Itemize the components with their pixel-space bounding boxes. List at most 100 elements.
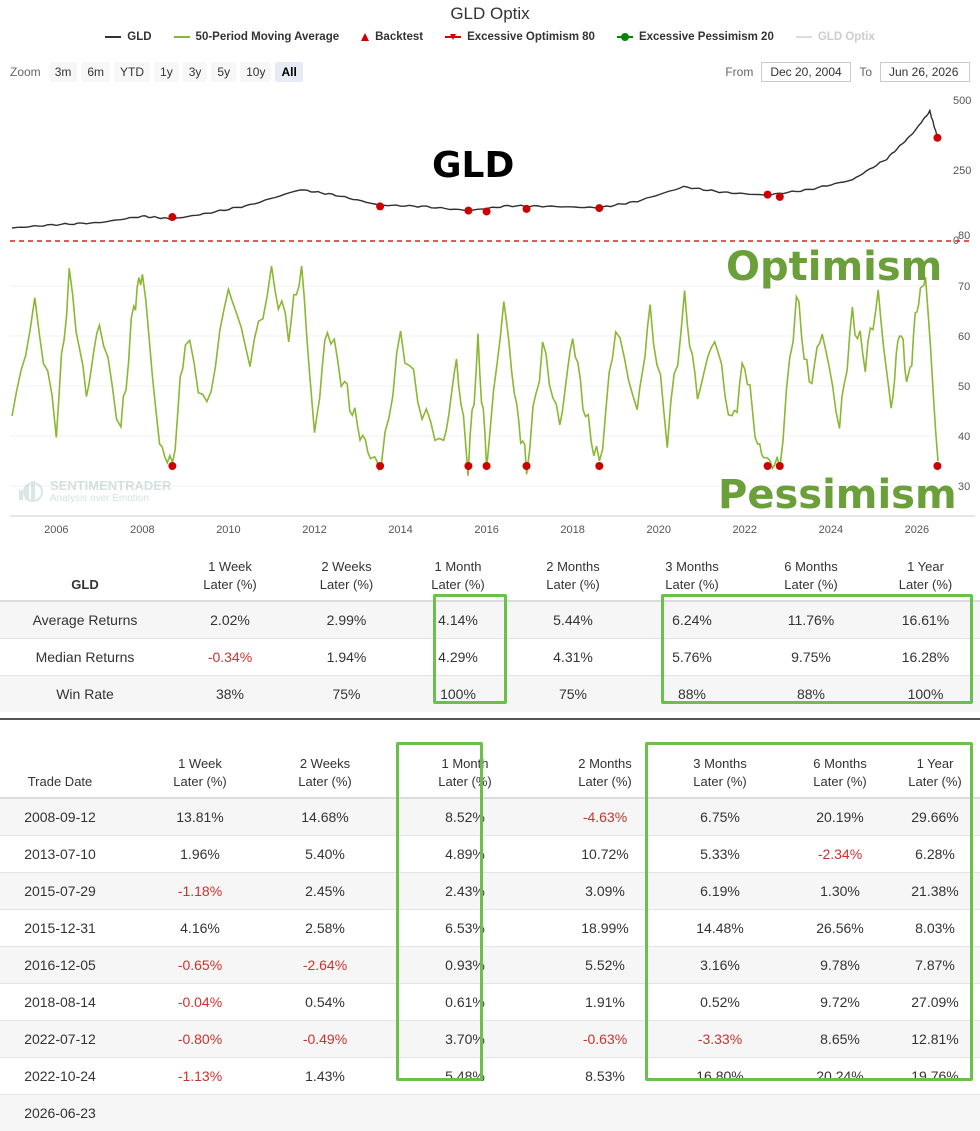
table-cell: 16.80% <box>650 1058 790 1095</box>
trade-date: 2013-07-10 <box>0 836 120 873</box>
x-tick-label: 2012 <box>302 524 326 536</box>
header-line1: 2 Months <box>546 559 599 574</box>
zoom-all-button[interactable]: All <box>275 62 302 82</box>
backtest-marker-gld[interactable] <box>776 193 784 201</box>
table-cell: 4.31% <box>513 639 633 676</box>
table-cell: 2.45% <box>280 873 370 910</box>
table-cell: 27.09% <box>890 984 980 1021</box>
x-tick-label: 2014 <box>388 524 412 536</box>
backtest-marker-optix[interactable] <box>168 462 176 470</box>
table-row: 2016-12-05-0.65%-2.64%0.93%5.52%3.16%9.7… <box>0 947 980 984</box>
column-header: 2 Months Later (%) <box>513 548 633 601</box>
table-cell: 5.48% <box>370 1058 560 1095</box>
backtest-marker-gld[interactable] <box>168 213 176 221</box>
zoom-3y-button[interactable]: 3y <box>183 62 208 82</box>
trade-date: 2015-07-29 <box>0 873 120 910</box>
zoom-6m-button[interactable]: 6m <box>81 62 110 82</box>
header-line2: Later (%) <box>908 774 961 789</box>
x-tick-label: 2010 <box>216 524 240 536</box>
table-cell <box>280 1095 370 1131</box>
backtest-marker-optix[interactable] <box>595 462 603 470</box>
zoom-10y-button[interactable]: 10y <box>240 62 271 82</box>
legend-item-excessive-pessimism[interactable]: Excessive Pessimism 20 <box>617 31 774 43</box>
backtest-marker-optix[interactable] <box>523 462 531 470</box>
header-line2: Later (%) <box>578 774 631 789</box>
to-label: To <box>859 65 872 79</box>
table-cell: 88% <box>751 676 871 713</box>
backtest-marker-optix[interactable] <box>776 462 784 470</box>
backtest-marker-gld[interactable] <box>523 205 531 213</box>
table-cell: 0.54% <box>280 984 370 1021</box>
legend-item-moving-average[interactable]: 50-Period Moving Average <box>174 31 340 43</box>
gld-annotation: GLD <box>432 145 514 186</box>
backtest-marker-optix[interactable] <box>483 462 491 470</box>
table-cell: 6.28% <box>890 836 980 873</box>
table-cell: -1.18% <box>120 873 280 910</box>
optimism-annotation: Optimism <box>726 244 942 290</box>
optix-y-tick-label: 60 <box>958 331 970 343</box>
header-line2: Later (%) <box>813 774 866 789</box>
table-row: 2022-10-24-1.13%1.43%5.48%8.53%16.80%20.… <box>0 1058 980 1095</box>
backtest-marker-gld[interactable] <box>376 202 384 210</box>
backtest-marker-gld[interactable] <box>764 191 772 199</box>
header-line2: Later (%) <box>784 577 837 592</box>
table-cell: 11.76% <box>751 601 871 639</box>
table-cell: 1.43% <box>280 1058 370 1095</box>
from-label: From <box>725 65 753 79</box>
backtest-marker-gld[interactable] <box>483 207 491 215</box>
header-line2: Later (%) <box>320 577 373 592</box>
table-cell: 0.61% <box>370 984 560 1021</box>
zoom-label: Zoom <box>10 65 41 79</box>
from-date-input[interactable]: Dec 20, 2004 <box>761 62 851 82</box>
summary-row: Median Returns-0.34%1.94%4.29%4.31%5.76%… <box>0 639 980 676</box>
header-line1: 3 Months <box>665 559 718 574</box>
table-cell: 16.61% <box>871 601 980 639</box>
chart-legend: GLD 50-Period Moving Average Backtest Ex… <box>0 31 980 43</box>
table-cell: -0.49% <box>280 1021 370 1058</box>
header-line1: 1 Month <box>435 559 482 574</box>
table-cell: 20.19% <box>790 798 890 836</box>
sentimentrader-watermark: SENTIMENTRADER Analysis over Emotion <box>16 478 171 504</box>
backtest-marker-optix[interactable] <box>376 462 384 470</box>
optix-y-tick-label: 80 <box>958 230 970 242</box>
trade-date: 2022-07-12 <box>0 1021 120 1058</box>
table-cell: 6.75% <box>650 798 790 836</box>
table-cell: 26.56% <box>790 910 890 947</box>
zoom-ytd-button[interactable]: YTD <box>114 62 150 82</box>
backtest-marker-optix[interactable] <box>933 462 941 470</box>
header-line1: 1 Week <box>178 756 222 771</box>
backtest-marker-gld[interactable] <box>933 134 941 142</box>
table-cell: 88% <box>633 676 751 713</box>
header-line1: 1 Week <box>208 559 252 574</box>
to-date-input[interactable]: Jun 26, 2026 <box>880 62 970 82</box>
table-cell: 6.53% <box>370 910 560 947</box>
zoom-5y-button[interactable]: 5y <box>211 62 236 82</box>
backtest-marker-gld[interactable] <box>464 207 472 215</box>
header-line2: Later (%) <box>546 577 599 592</box>
table-cell <box>560 1095 650 1131</box>
backtest-marker-gld[interactable] <box>595 204 603 212</box>
backtest-marker-optix[interactable] <box>764 462 772 470</box>
table-cell: 100% <box>871 676 980 713</box>
table-cell: 1.94% <box>290 639 403 676</box>
legend-item-gld[interactable]: GLD <box>105 31 151 43</box>
zoom-3m-button[interactable]: 3m <box>49 62 78 82</box>
table-cell <box>650 1095 790 1131</box>
header-line2: Later (%) <box>899 577 952 592</box>
header-line1: 2 Weeks <box>321 559 371 574</box>
pessimism-annotation: Pessimism <box>718 472 957 518</box>
legend-item-backtest[interactable]: Backtest <box>361 31 423 43</box>
section-divider <box>0 718 980 720</box>
trade-date: 2022-10-24 <box>0 1058 120 1095</box>
legend-item-excessive-optimism[interactable]: Excessive Optimism 80 <box>445 31 595 43</box>
legend-item-gld-optix[interactable]: GLD Optix <box>796 31 875 43</box>
backtest-marker-optix[interactable] <box>464 462 472 470</box>
zoom-bar: Zoom 3m 6m YTD 1y 3y 5y 10y All <box>10 62 303 82</box>
zoom-1y-button[interactable]: 1y <box>154 62 179 82</box>
